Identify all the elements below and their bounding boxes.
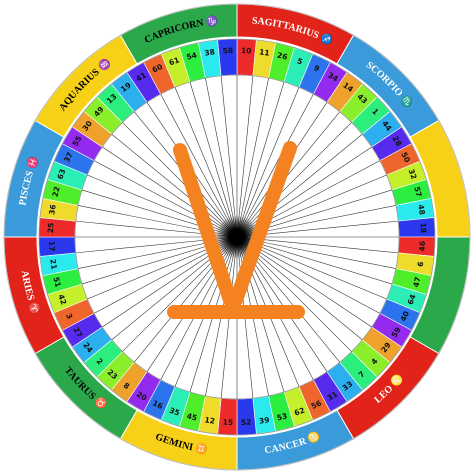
gate-number: 36 — [47, 204, 57, 216]
gate-number: 53 — [276, 411, 288, 422]
gate-number: 56 — [310, 398, 323, 411]
spoke — [220, 75, 238, 238]
spoke — [236, 93, 314, 238]
spoke — [174, 87, 238, 238]
gate-number: 4 — [369, 357, 379, 367]
gate-number: 9 — [312, 63, 321, 73]
gate-number: 16 — [151, 398, 164, 411]
spoke — [236, 78, 269, 238]
gate-number: 2 — [94, 357, 104, 367]
gate-number: 37 — [62, 151, 75, 164]
gate-number: 48 — [416, 204, 426, 216]
gate-number: 26 — [276, 50, 288, 61]
spoke — [236, 87, 300, 238]
sign-ring: SAGITTARIUS ♐SCORPIO ♏LEO ♌CANCER ♋GEMIN… — [3, 3, 471, 471]
gate-number: 39 — [258, 415, 270, 425]
spoke — [189, 81, 238, 238]
spoke — [236, 122, 352, 238]
gate-number: 63 — [55, 168, 67, 181]
gate-number: 57 — [412, 186, 423, 198]
gate-number: 61 — [168, 55, 181, 67]
gate-number: 12 — [204, 415, 216, 425]
gate-number: 54 — [186, 50, 198, 61]
spoke — [236, 133, 363, 238]
gate-number: 3 — [64, 312, 74, 321]
gate-cell — [236, 397, 257, 436]
gate-number: 46 — [418, 241, 428, 252]
gate-number: 32 — [407, 168, 419, 181]
spoke — [205, 78, 238, 238]
gate-number: 21 — [48, 258, 58, 270]
spoke — [236, 81, 285, 238]
gate-number: 58 — [222, 46, 233, 56]
gate-number: 47 — [411, 276, 422, 288]
spoke — [236, 75, 254, 238]
gate-number: 8 — [122, 381, 132, 391]
gate-number: 7 — [357, 369, 367, 379]
spoke — [111, 133, 238, 238]
center-glyph — [167, 141, 305, 319]
gate-number: 35 — [168, 406, 181, 418]
gate-number: 25 — [46, 222, 56, 233]
spoke — [102, 146, 238, 238]
gate-cell — [397, 217, 436, 238]
gate-number: 1 — [370, 107, 380, 117]
gate-number: 50 — [399, 151, 412, 164]
gate-number: 60 — [151, 62, 164, 75]
gate-ring: 10 11 26 5934144314428503257481846647644059… — [38, 38, 436, 436]
gate-number: 64 — [406, 293, 418, 306]
gate-number: 15 — [222, 418, 233, 428]
gate-number: 52 — [241, 418, 252, 428]
gate-number: 38 — [204, 47, 216, 57]
outer-rim — [3, 3, 471, 471]
spoke — [87, 174, 238, 238]
gate-ring-edge — [38, 38, 436, 436]
gate-number: 17 — [47, 241, 57, 252]
gate-number: 40 — [398, 310, 411, 323]
spoke — [236, 111, 341, 238]
gate-cell — [217, 38, 238, 77]
gate-number: 11 — [259, 47, 271, 57]
spoke — [93, 160, 238, 238]
spoke — [122, 122, 238, 238]
gate-number: 6 — [416, 261, 426, 267]
gate-number: 18 — [419, 222, 429, 233]
gate-number: 22 — [50, 186, 61, 198]
gate-cell — [38, 236, 77, 257]
gate-number: 5 — [296, 56, 304, 66]
gate-number: 51 — [51, 276, 62, 288]
gate-number: 10 — [241, 46, 252, 56]
gate-number: 45 — [186, 411, 198, 422]
gate-number: 42 — [56, 293, 68, 306]
spoke — [160, 93, 238, 238]
gate-number: 62 — [293, 406, 306, 418]
